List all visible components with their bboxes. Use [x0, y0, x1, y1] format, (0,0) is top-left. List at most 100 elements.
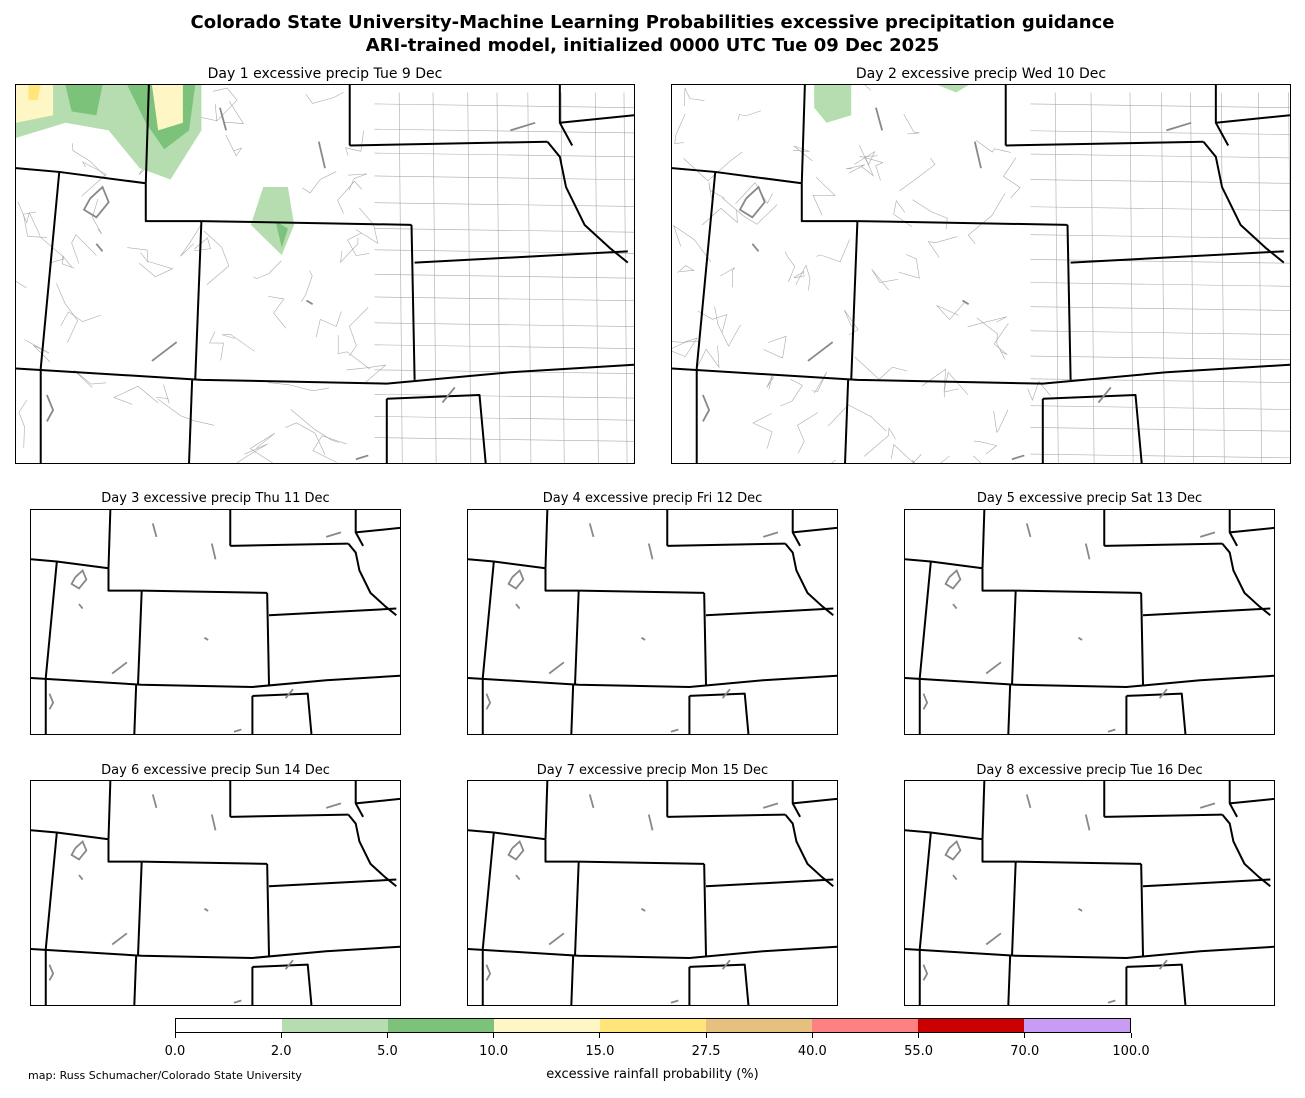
map-panel-day1	[15, 84, 635, 464]
county-line	[302, 171, 337, 194]
county-line	[346, 364, 387, 383]
state-border	[570, 684, 575, 734]
lake-outline	[588, 523, 595, 538]
figure-title-line1: Colorado State University-Machine Learni…	[190, 12, 1115, 33]
county-line	[60, 311, 102, 326]
colorbar-segment	[600, 1019, 706, 1032]
county-line	[1090, 92, 1095, 463]
colorbar-segment	[1024, 1019, 1130, 1032]
state-border	[141, 589, 268, 594]
county-line	[1030, 130, 1290, 135]
state-border	[107, 781, 112, 840]
state-border	[981, 781, 986, 840]
county-line	[1027, 380, 1051, 401]
lake-outline	[233, 728, 242, 733]
precip-contour	[250, 187, 295, 256]
county-line	[683, 151, 743, 182]
lake-outline	[640, 636, 646, 641]
state-border	[107, 510, 112, 569]
state-border	[1007, 684, 1012, 734]
state-border	[1126, 692, 1187, 734]
county-line	[735, 182, 773, 205]
lake-outline	[1107, 999, 1116, 1004]
county-line	[1030, 330, 1290, 335]
colorbar-tick-label: 27.5	[691, 1044, 721, 1059]
county-line	[1030, 306, 1290, 311]
state-border	[850, 221, 859, 380]
state-border	[689, 692, 750, 734]
county-line	[127, 247, 149, 263]
colorbar-segment	[494, 1019, 600, 1032]
colorbar-tick-mark	[1130, 1033, 1132, 1038]
lake-outline	[151, 341, 178, 362]
county-line	[374, 103, 634, 108]
county-line	[72, 143, 107, 177]
colorbar-segment	[918, 1019, 1024, 1032]
county-line	[1220, 92, 1225, 463]
state-border	[354, 531, 364, 547]
county-line	[975, 140, 1011, 153]
state-border	[16, 363, 634, 385]
state-border	[1221, 813, 1271, 888]
lake-outline	[1025, 794, 1032, 809]
state-borders	[905, 510, 1274, 734]
county-line	[797, 412, 819, 454]
county-line	[811, 371, 828, 394]
county-line	[673, 224, 712, 262]
state-border	[667, 813, 786, 818]
state-borders	[16, 85, 634, 463]
state-border	[800, 183, 858, 223]
state-border	[558, 122, 574, 146]
lake-outline	[219, 107, 227, 131]
county-line	[793, 270, 805, 279]
lake-outline	[751, 243, 760, 252]
lake-outline	[922, 964, 929, 981]
state-border	[544, 568, 579, 592]
state-border	[481, 832, 495, 950]
state-borders	[905, 781, 1274, 1005]
county-line	[17, 201, 41, 236]
state-border	[544, 839, 579, 863]
state-borders	[31, 510, 400, 734]
map-panel-day7	[467, 780, 838, 1006]
state-border	[137, 861, 143, 956]
county-line	[967, 316, 1007, 328]
lake-outline	[78, 603, 84, 610]
county-line	[1054, 92, 1059, 463]
county-line	[967, 193, 1006, 245]
state-borders	[672, 85, 1290, 463]
lake-outline	[1084, 543, 1091, 560]
colorbar-tick-label: 10.0	[479, 1044, 509, 1059]
map-svg	[31, 510, 400, 734]
county-line	[305, 92, 344, 104]
state-border	[107, 839, 142, 863]
state-border	[133, 955, 138, 1005]
state-border	[386, 393, 487, 463]
panel-title-day3: Day 3 excessive precip Thu 11 Dec	[101, 491, 330, 506]
lake-outline	[70, 568, 88, 590]
state-border	[1214, 122, 1230, 146]
lake-outline	[721, 959, 731, 970]
precip-contour	[814, 85, 852, 123]
county-line	[1030, 355, 1290, 361]
county-line	[337, 180, 363, 214]
county-line	[212, 87, 238, 122]
county-line	[864, 427, 896, 457]
county-line	[795, 264, 811, 291]
county-line	[1030, 153, 1290, 159]
lake-outline	[485, 693, 492, 710]
state-border	[1228, 531, 1238, 547]
lake-outline	[203, 907, 209, 912]
colorbar-tick-label: 15.0	[585, 1044, 615, 1059]
lake-outline	[111, 661, 128, 675]
precip-contour	[16, 85, 54, 123]
state-border	[918, 561, 932, 679]
lake-outline	[111, 932, 128, 946]
lake-outline	[922, 693, 929, 710]
lake-outline	[210, 814, 217, 831]
lake-outline	[807, 341, 834, 362]
county-line	[467, 92, 472, 463]
lake-outline	[46, 394, 55, 422]
state-border	[1070, 250, 1284, 264]
colorbar-tick-mark	[918, 1033, 920, 1038]
